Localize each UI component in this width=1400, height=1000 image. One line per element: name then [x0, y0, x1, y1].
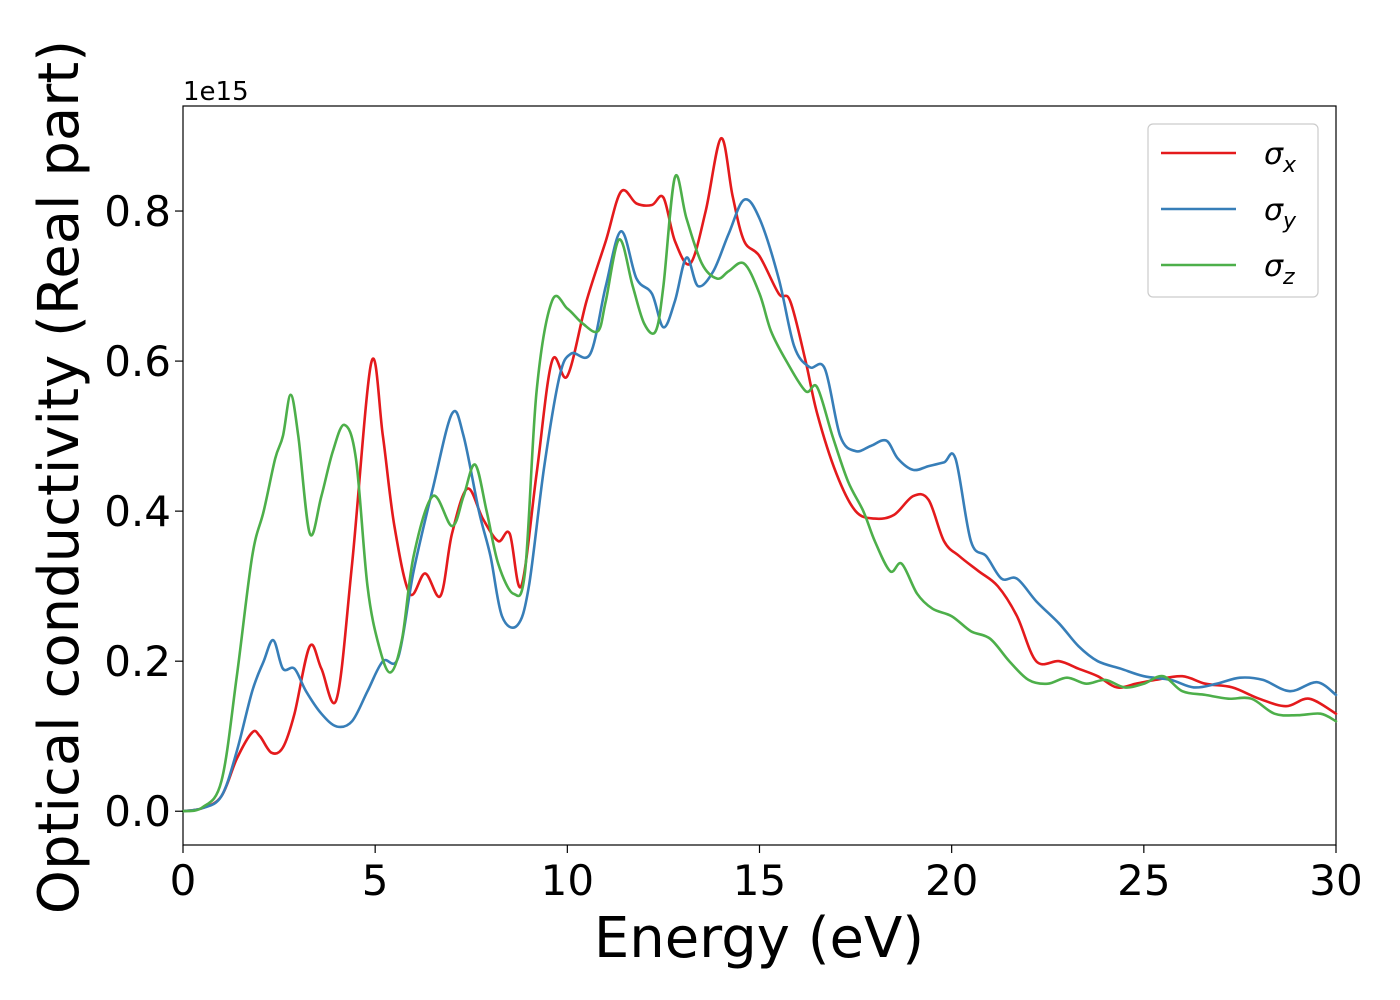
- legend-symbol: σ: [1264, 137, 1284, 172]
- x-tick-label: 0: [170, 856, 197, 905]
- y-tick-label: 0.0: [104, 787, 171, 836]
- legend-symbol: σ: [1264, 249, 1284, 284]
- legend-symbol: σ: [1264, 193, 1284, 228]
- x-tick-label: 25: [1117, 856, 1170, 905]
- y-axis-ticks: 0.0 0.2 0.4 0.6 0.8: [104, 187, 183, 836]
- x-tick-label: 15: [733, 856, 786, 905]
- x-axis-ticks: 0 5 10 15 20 25 30: [170, 845, 1363, 905]
- series-layer: [181, 136, 1338, 813]
- y-tick-label: 0.6: [104, 337, 171, 386]
- legend-subscript: y: [1282, 209, 1297, 234]
- series-line-sigma-x: [181, 136, 1338, 813]
- x-axis-label: Energy (eV): [594, 906, 924, 971]
- legend-subscript: z: [1282, 265, 1295, 290]
- legend-label-sigma-y: σy: [1264, 193, 1297, 234]
- y-tick-label: 0.4: [104, 487, 171, 536]
- x-tick-label: 20: [925, 856, 978, 905]
- legend-subscript: x: [1282, 153, 1297, 178]
- legend-label-sigma-x: σx: [1264, 137, 1297, 178]
- series-line-sigma-y: [181, 198, 1338, 813]
- x-tick-label: 30: [1309, 856, 1362, 905]
- y-tick-label: 0.8: [104, 187, 171, 236]
- y-offset-label: 1e15: [183, 77, 249, 107]
- y-tick-label: 0.2: [104, 637, 171, 686]
- y-axis-label: Optical conductivity (Real part): [27, 40, 92, 914]
- x-tick-label: 5: [362, 856, 389, 905]
- series-line-sigma-z: [181, 173, 1338, 813]
- legend-label-sigma-z: σz: [1264, 249, 1295, 290]
- x-tick-label: 10: [541, 856, 594, 905]
- legend-box: [1147, 123, 1319, 298]
